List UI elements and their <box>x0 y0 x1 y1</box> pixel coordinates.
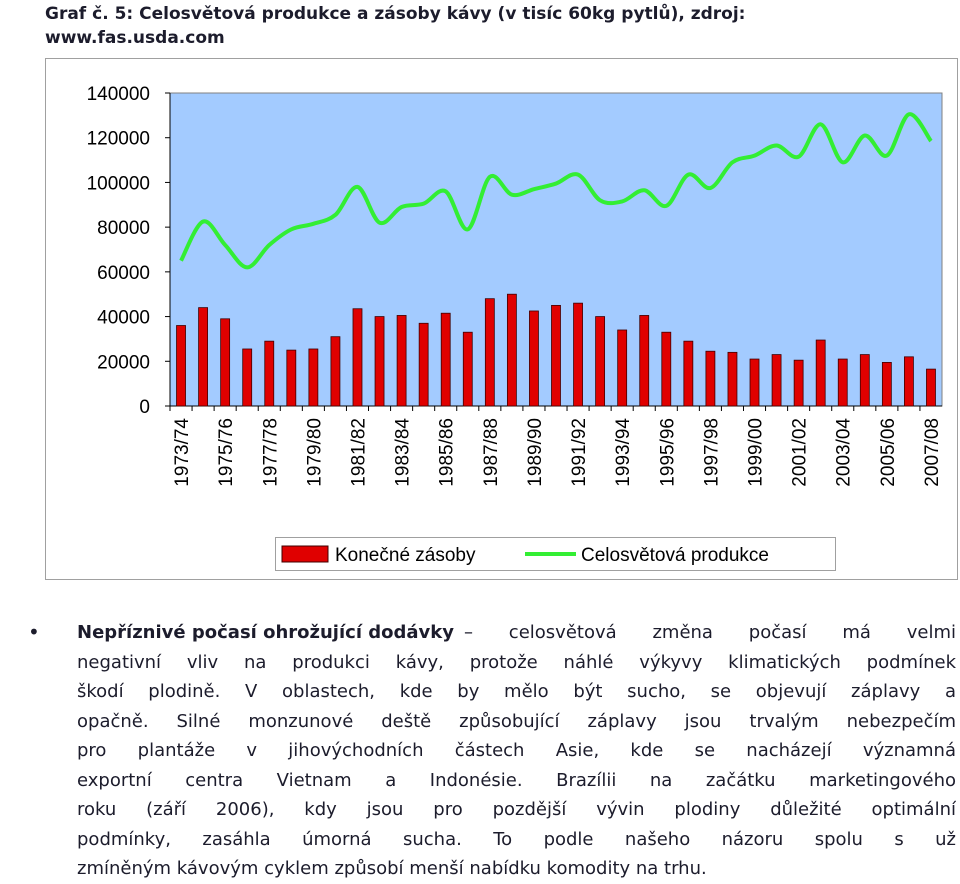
bar <box>176 325 186 407</box>
x-tick-label: 1977/78 <box>260 418 281 487</box>
x-tick-label: 2005/06 <box>878 418 899 487</box>
bar <box>198 307 208 407</box>
bar <box>881 362 892 407</box>
bar <box>242 348 253 407</box>
bullet: • <box>28 620 40 644</box>
x-tick-label: 1993/94 <box>613 418 634 487</box>
title-line: Graf č. 5: Celosvětová produkce a zásoby… <box>45 4 746 24</box>
bar <box>793 359 804 407</box>
text: – celosvětová změna počasí má velmi <box>463 622 956 643</box>
bar <box>683 340 694 407</box>
y-tick-label: 40000 <box>97 308 150 329</box>
text-line: Nepříznivé počasí ohrožující dodávky – ce… <box>77 618 956 648</box>
bar <box>286 349 297 407</box>
y-tick-label: 140000 <box>87 84 150 105</box>
bar <box>506 293 517 407</box>
bar <box>529 310 539 407</box>
text-line: podmínky, zasáhla úmorná sucha. To podle… <box>77 828 956 850</box>
bar <box>859 354 870 407</box>
paragraph: Nepříznivé počasí ohrožující dodávky – ce… <box>77 618 956 884</box>
text-line: negativní vliv na produkci kávy, protože… <box>77 651 956 673</box>
bar <box>595 316 606 407</box>
y-tick-label: 100000 <box>87 173 150 194</box>
y-tick-label: 80000 <box>97 218 150 239</box>
bar <box>418 322 429 407</box>
y-tick-label: 20000 <box>97 352 150 373</box>
bar <box>352 308 363 407</box>
x-tick-label: 1979/80 <box>304 418 325 487</box>
title-line: www.fas.usda.com <box>45 28 225 48</box>
bar <box>617 329 628 407</box>
x-tick-label: 1985/86 <box>437 418 458 487</box>
legend-swatch <box>281 545 329 563</box>
x-tick-label: 1997/98 <box>701 418 722 487</box>
chart: 0 20000 40000 60000 80000 100000 120000 140000 1… <box>45 58 958 580</box>
x-tick-label: 1989/90 <box>525 418 546 487</box>
text-line: škodí plodině. V oblastech, kde by mělo … <box>77 681 956 702</box>
x-tick-label: 1975/76 <box>216 418 237 487</box>
x-tick-label: 1999/00 <box>746 418 767 487</box>
bar <box>220 318 231 407</box>
y-tick-label: 60000 <box>97 263 150 284</box>
bar <box>639 315 650 407</box>
bar <box>771 354 782 407</box>
legend-label: Celosvětová produkce <box>581 545 769 566</box>
line <box>179 112 933 270</box>
x-tick-label: 1981/82 <box>348 418 369 487</box>
bar <box>551 304 561 407</box>
bar <box>661 331 672 407</box>
x-tick-label: 1987/88 <box>481 418 502 487</box>
text-line: pro plantáže v jihovýchodních částech As… <box>77 740 956 761</box>
x-tick-label: 1973/74 <box>172 418 193 487</box>
y-tick-label: 120000 <box>87 129 150 150</box>
bar <box>264 340 275 407</box>
legend-label: Konečné zásoby <box>335 545 476 566</box>
lead-text: Nepříznivé počasí ohrožující dodávky <box>77 622 454 643</box>
x-tick-label: 1983/84 <box>393 418 414 487</box>
text-line: exportní centra Vietnam a Indonésie. Bra… <box>77 769 956 791</box>
bar <box>904 356 914 407</box>
x-tick-label: 2003/04 <box>834 418 855 487</box>
bar <box>705 350 716 407</box>
bar <box>396 315 407 407</box>
x-tick-label: 1991/92 <box>569 418 590 487</box>
bar <box>440 312 451 407</box>
x-tick-label: 2001/02 <box>790 418 811 487</box>
text-line: opačně. Silné monzunové deště způsobujíc… <box>77 710 956 732</box>
bar <box>573 302 583 407</box>
bar <box>727 351 738 407</box>
bar <box>926 368 936 407</box>
bar <box>308 348 319 407</box>
bar <box>330 336 341 407</box>
text-line: roku (září 2006), kdy jsou pro pozdější … <box>77 799 956 820</box>
bar <box>837 358 848 407</box>
bar <box>484 298 495 407</box>
text-line: zmíněným kávovým cyklem způsobí menší na… <box>77 858 707 879</box>
bar <box>374 316 385 407</box>
bar <box>749 358 760 407</box>
y-tick-label: 0 <box>139 397 150 418</box>
title: Graf č. 5: Celosvětová produkce a zásoby… <box>45 2 745 50</box>
x-tick-label: 2007/08 <box>922 418 943 487</box>
x-tick-label: 1995/96 <box>657 418 678 487</box>
bar <box>815 339 826 407</box>
bar <box>462 331 473 407</box>
